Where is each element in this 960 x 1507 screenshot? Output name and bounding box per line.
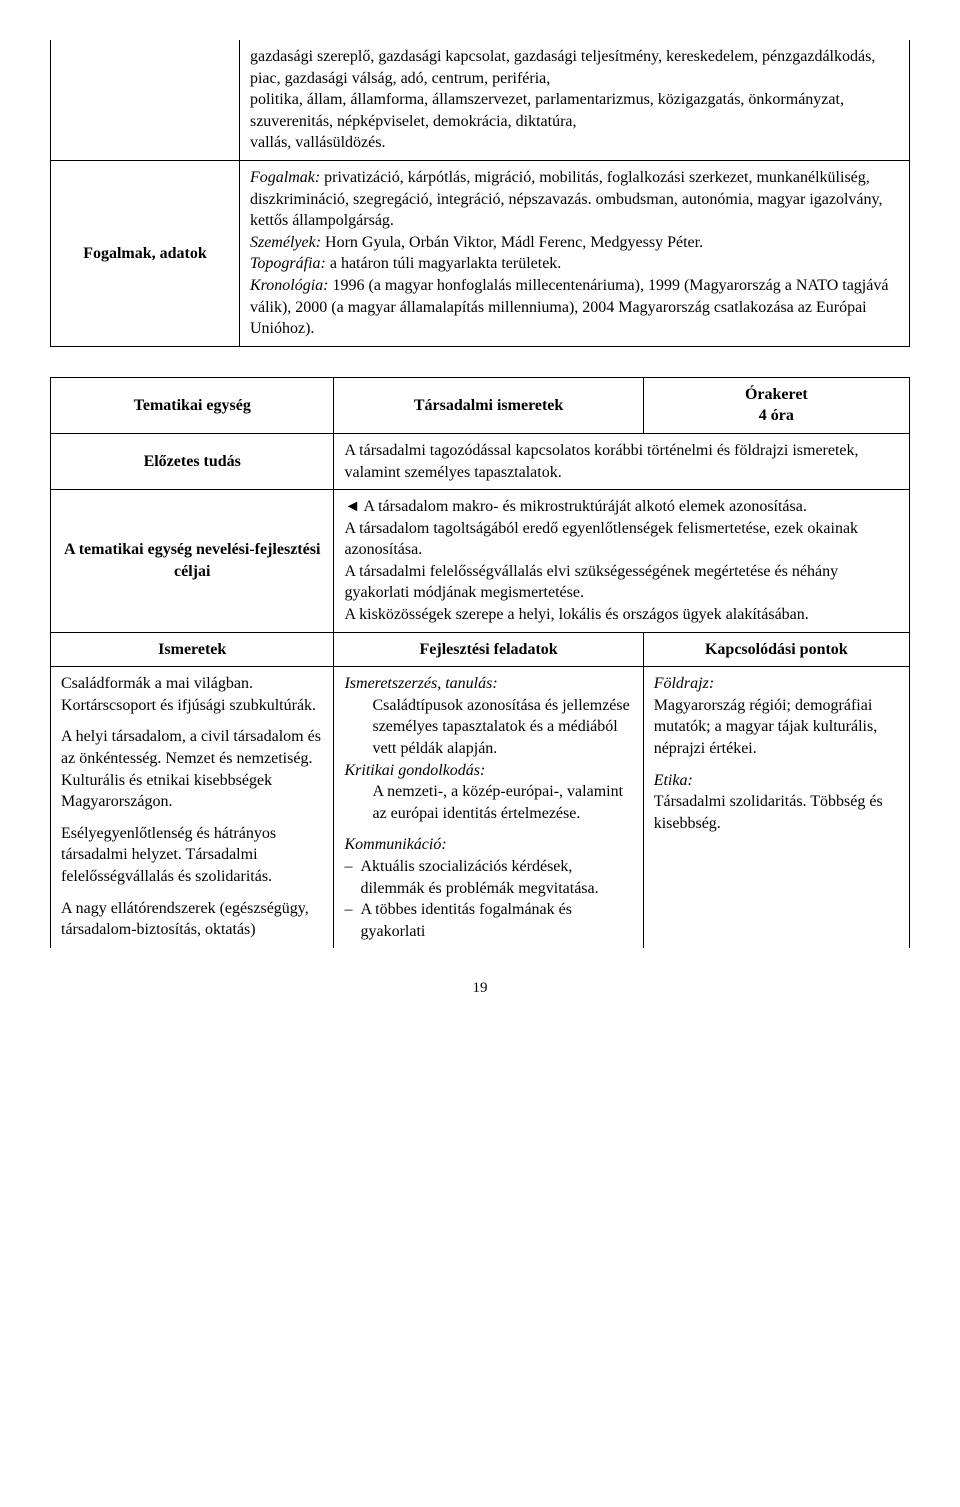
kap-t1: Magyarország régiói; demográfiai mutatók… <box>654 695 899 760</box>
goal-line-1: ◄ ◄ A társadalom makro- és mikrostruktúr… <box>344 496 899 518</box>
cell-content-1: gazdasági szereplő, gazdasági kapcsolat,… <box>239 40 909 160</box>
fej-h1: Ismeretszerzés, tanulás: <box>344 673 632 695</box>
kap-h1: Földrajz: <box>654 673 899 695</box>
header-kapcsolodasi: Kapcsolódási pontok <box>643 632 909 667</box>
goal-line-2: A társadalom tagoltságából eredő egyenlő… <box>344 518 899 561</box>
fej-h3-item1-row: – Aktuális szocializációs kérdések, dile… <box>344 856 632 899</box>
ism-p4: A nagy ellátórendszerek (egészségügy, tá… <box>61 898 323 941</box>
kronologia-text: 1996 (a magyar honfoglalás millecentenár… <box>250 277 888 337</box>
cell-fejlesztesi-content: Ismeretszerzés, tanulás: Családtípusok a… <box>334 667 643 949</box>
topografia-label: Topográfia: <box>250 255 326 272</box>
table-fogalmak-adatok: gazdasági szereplő, gazdasági kapcsolat,… <box>50 40 910 347</box>
fogalmak-label: Fogalmak: <box>250 169 320 186</box>
kap-t2: Társadalmi szolidaritás. Többség és kise… <box>654 791 899 834</box>
cell-elozetes-content: A társadalmi tagozódással kapcsolatos ko… <box>334 433 910 489</box>
dash-icon: – <box>344 856 360 899</box>
label-fogalmak-adatok: Fogalmak, adatok <box>51 160 240 346</box>
fej-h3-item2-row: – A többes identitás fogalmának és gyako… <box>344 899 632 942</box>
szemelyek-text: Horn Gyula, Orbán Viktor, Mádl Ferenc, M… <box>321 234 703 251</box>
fogalmak-text: privatizáció, kárpótlás, migráció, mobil… <box>250 169 883 229</box>
dash-icon: – <box>344 899 360 942</box>
table-tematikai: Tematikai egység Társadalmi ismeretek Ór… <box>50 377 910 949</box>
label-elozetes-tudas: Előzetes tudás <box>51 433 334 489</box>
fej-h3-item1: Aktuális szocializációs kérdések, dilemm… <box>360 856 632 899</box>
header-ismeretek: Ismeretek <box>51 632 334 667</box>
cell-tarsadalmi-ismeretek: Társadalmi ismeretek <box>334 377 643 433</box>
cell-kapcsolodasi-content: Földrajz: Magyarország régiói; demográfi… <box>643 667 909 949</box>
cell-ismeretek-content: Családformák a mai világban. Kortárscsop… <box>51 667 334 949</box>
empty-cell <box>51 40 240 160</box>
cell-orakeret: Órakeret 4 óra <box>643 377 909 433</box>
szemelyek-label: Személyek: <box>250 234 321 251</box>
goal-line-3: A társadalmi felelősségvállalás elvi szü… <box>344 561 899 604</box>
cell-nevelesi-content: ◄ ◄ A társadalom makro- és mikrostruktúr… <box>334 490 910 633</box>
kronologia-label: Kronológia: <box>250 277 329 294</box>
fej-h2-item1: A nemzeti-, a közép-európai-, valamint a… <box>344 781 632 824</box>
topografia-text: a határon túli magyarlakta területek. <box>326 255 561 272</box>
ism-p3: Esélyegyenlőtlenség és hátrányos társada… <box>61 823 323 888</box>
kap-h2: Etika: <box>654 770 899 792</box>
cell-content-2: Fogalmak: privatizáció, kárpótlás, migrá… <box>239 160 909 346</box>
fej-h1-item1: Családtípusok azonosítása és jellemzése … <box>344 695 632 760</box>
page-number: 19 <box>50 978 910 998</box>
ism-p1: Családformák a mai világban. Kortárscsop… <box>61 673 323 716</box>
label-nevelesi-celjai: A tematikai egység nevelési-fejlesztési … <box>51 490 334 633</box>
fej-h3: Kommunikáció: <box>344 834 632 856</box>
fej-h3-item2: A többes identitás fogalmának és gyakorl… <box>360 899 632 942</box>
fej-h2: Kritikai gondolkodás: <box>344 760 632 782</box>
ism-p2: A helyi társadalom, a civil társadalom é… <box>61 726 323 812</box>
header-fejlesztesi: Fejlesztési feladatok <box>334 632 643 667</box>
goal-line-4: A kisközösségek szerepe a helyi, lokális… <box>344 604 899 626</box>
label-tematikai-egyseg: Tematikai egység <box>51 377 334 433</box>
